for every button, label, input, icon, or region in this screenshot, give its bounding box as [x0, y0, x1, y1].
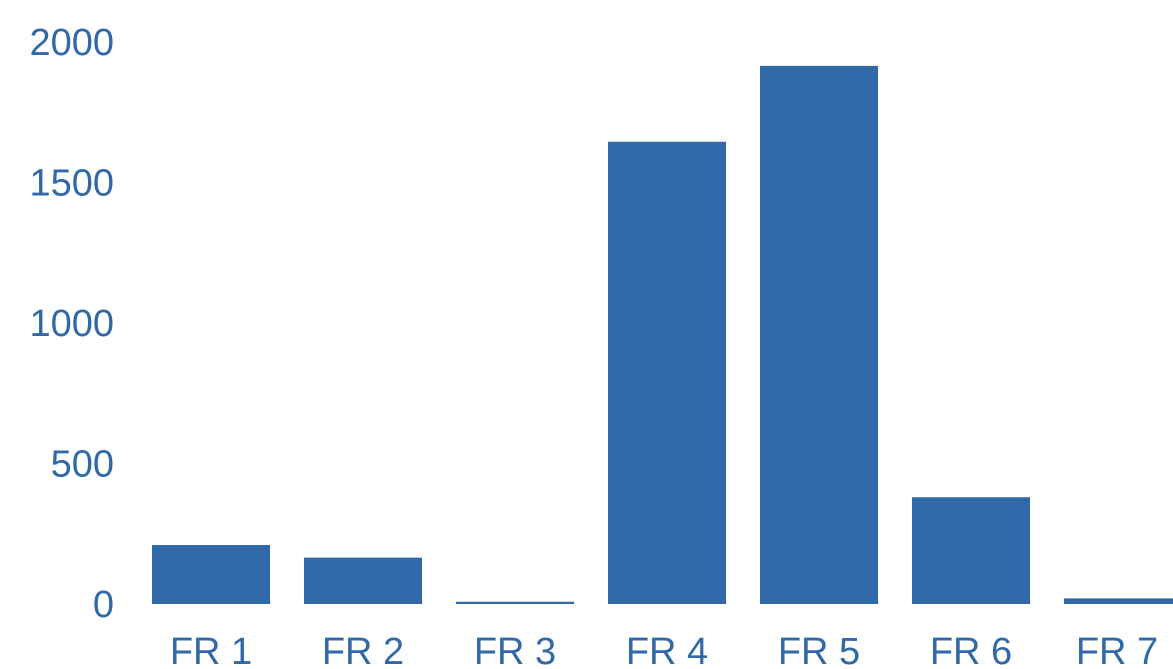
bar-fr-3 [456, 601, 574, 604]
y-axis: 0 500 1000 1500 2000 [29, 22, 114, 626]
x-tick-label: FR 1 [170, 631, 252, 669]
bar-fr-1 [152, 544, 270, 604]
x-tick-label: FR 7 [1076, 631, 1158, 669]
bar-fr-4 [608, 141, 726, 604]
x-axis: FR 1 FR 2 FR 3 FR 4 FR 5 FR 6 FR 7 [170, 631, 1158, 669]
x-tick-label: FR 2 [322, 631, 404, 669]
bar-fr-2 [304, 557, 422, 604]
x-tick-label: FR 6 [930, 631, 1012, 669]
bar-fr-6 [912, 497, 1030, 604]
x-tick-label: FR 5 [778, 631, 860, 669]
y-tick-label: 2000 [29, 22, 114, 64]
x-tick-label: FR 4 [626, 631, 708, 669]
y-tick-label: 500 [51, 444, 114, 486]
bar-fr-5 [760, 65, 878, 604]
y-tick-label: 1500 [29, 163, 114, 205]
bars [152, 65, 1173, 604]
y-tick-label: 0 [93, 584, 114, 626]
x-tick-label: FR 3 [474, 631, 556, 669]
y-tick-label: 1000 [29, 303, 114, 345]
bar-fr-7 [1064, 598, 1173, 604]
